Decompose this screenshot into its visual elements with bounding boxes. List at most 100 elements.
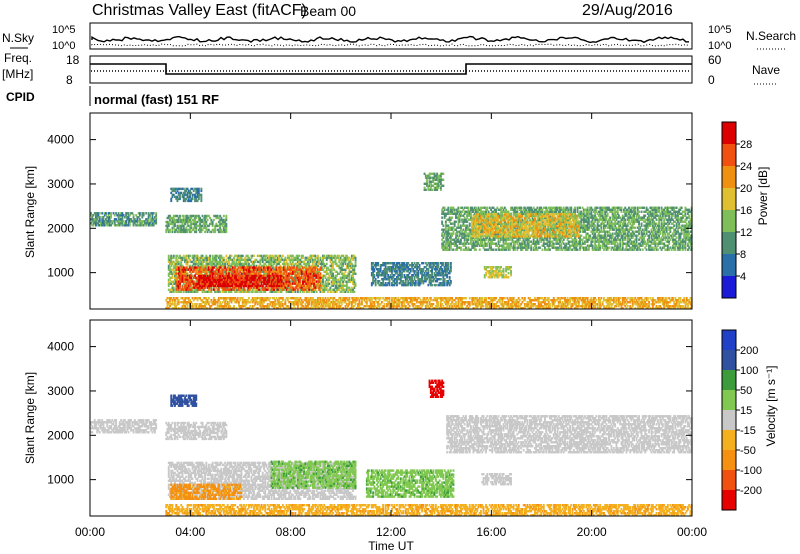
heatmap-cell <box>284 266 286 268</box>
heatmap-cell <box>242 255 244 257</box>
heatmap-cell <box>440 278 442 280</box>
heatmap-cell <box>261 266 263 268</box>
heatmap-cell <box>173 255 175 257</box>
heatmap-cell <box>442 185 444 187</box>
heatmap-cell <box>281 285 283 287</box>
heatmap-cell <box>153 212 155 214</box>
heatmap-cell <box>419 264 421 266</box>
heatmap-cell <box>281 275 283 277</box>
heatmap-cell <box>197 266 199 268</box>
heatmap-cell <box>377 262 379 264</box>
heatmap-cell <box>298 255 300 257</box>
heatmap-cell <box>178 266 180 268</box>
nsky-label: N.Sky <box>2 31 34 45</box>
heatmap-cell <box>441 221 443 223</box>
heatmap-cell <box>297 291 299 293</box>
heatmap-cell <box>99 216 101 218</box>
heatmap-cell <box>450 280 452 282</box>
heatmap-cell <box>225 223 227 225</box>
power-heatmap <box>90 173 693 310</box>
heatmap-cell <box>200 194 202 196</box>
heatmap-cell <box>223 215 225 217</box>
heatmap-cell <box>451 217 453 219</box>
nave-label: Nave <box>752 63 780 77</box>
heatmap-cell <box>209 275 211 277</box>
heatmap-cell <box>455 221 457 223</box>
freq-strip: Freq. [MHz] 18 8 60 0 Nave <box>2 51 780 87</box>
heatmap-cell <box>425 189 427 191</box>
heatmap-cell <box>294 291 296 293</box>
heatmap-cell <box>169 229 171 231</box>
heatmap-cell <box>302 255 304 257</box>
heatmap-cell <box>249 285 251 287</box>
heatmap-cell <box>281 279 283 281</box>
heatmap-cell <box>264 277 266 279</box>
site-title: Christmas Valley East (fitACF) <box>92 2 307 19</box>
heatmap-cell <box>437 262 439 264</box>
heatmap-cell <box>110 212 112 214</box>
heatmap-cell <box>241 272 243 274</box>
heatmap-cell <box>449 276 451 278</box>
heatmap-cell <box>200 188 202 190</box>
heatmap-cell <box>458 207 460 209</box>
heatmap-cell <box>469 223 471 225</box>
heatmap-cell <box>468 207 470 209</box>
heatmap-cell <box>155 212 157 214</box>
noise-trace <box>92 37 689 47</box>
heatmap-cell <box>282 255 284 257</box>
nsearch-label: N.Search <box>746 29 796 43</box>
heatmap-cell <box>223 257 225 259</box>
heatmap-cell <box>320 288 322 290</box>
heatmap-cell <box>475 249 477 251</box>
nave-tick-high: 60 <box>708 53 722 67</box>
heatmap-cell <box>213 219 215 221</box>
heatmap-cell <box>431 189 433 191</box>
heatmap-cell <box>332 273 334 275</box>
heatmap-cell <box>353 291 355 293</box>
heatmap-cell <box>326 263 328 265</box>
heatmap-cell <box>486 207 488 209</box>
heatmap-cell <box>183 215 185 217</box>
heatmap-cell <box>320 284 322 286</box>
nsky-tick-low: 10^0 <box>52 40 76 52</box>
heatmap-cell <box>493 249 495 251</box>
heatmap-cell <box>450 262 452 264</box>
heatmap-cell <box>316 291 318 293</box>
heatmap-cell <box>479 249 481 251</box>
heatmap-cell <box>207 219 209 221</box>
heatmap-cell <box>447 262 449 264</box>
heatmap-cell <box>190 266 192 268</box>
heatmap-cell <box>431 284 433 286</box>
heatmap-cell <box>198 188 200 190</box>
freq-tick-low: 8 <box>66 73 73 87</box>
heatmap-cell <box>143 212 145 214</box>
heatmap-cell <box>277 288 279 290</box>
freq-unit: [MHz] <box>2 67 33 81</box>
heatmap-cell <box>225 215 227 217</box>
heatmap-cell <box>101 212 103 214</box>
heatmap-cell <box>373 274 375 276</box>
heatmap-cell <box>442 179 444 181</box>
nsearch-trace-line <box>92 44 689 46</box>
heatmap-cell <box>444 207 446 209</box>
noise-frame <box>90 23 692 49</box>
heatmap-cell <box>264 274 266 276</box>
heatmap-cell <box>442 262 444 264</box>
nsearch-tick-low: 10^0 <box>708 40 732 52</box>
heatmap-cell <box>271 275 273 277</box>
heatmap-cell <box>202 255 204 257</box>
heatmap-cell <box>320 266 322 268</box>
heatmap-cell <box>355 257 357 259</box>
heatmap-cell <box>355 283 357 285</box>
heatmap-cell <box>328 283 330 285</box>
freq-label: Freq. <box>4 51 32 65</box>
heatmap-cell <box>460 247 462 249</box>
heatmap-cell <box>187 272 189 274</box>
heatmap-cell <box>286 288 288 290</box>
heatmap-cell <box>317 255 319 257</box>
heatmap-cell <box>453 249 455 251</box>
date-label: 29/Aug/2016 <box>582 2 673 19</box>
nave-tick-low: 0 <box>708 73 715 87</box>
heatmap-cell <box>209 255 211 257</box>
